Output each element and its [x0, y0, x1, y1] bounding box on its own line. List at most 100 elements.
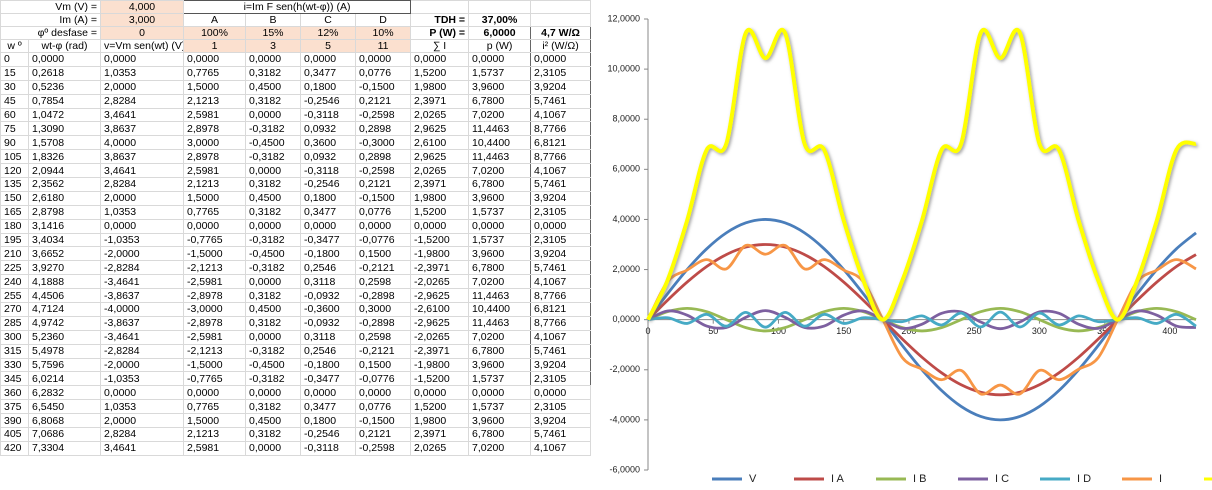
- cell: -0,3477: [300, 371, 356, 387]
- cell: 405: [0, 427, 29, 442]
- legend-label: I C: [995, 473, 1009, 485]
- cell: -0,1500: [354, 413, 412, 429]
- cell: 6,5450: [28, 399, 101, 415]
- cell: 0,2121: [354, 427, 412, 442]
- cell: -1,5000: [183, 357, 246, 373]
- cell: -0,3182: [245, 121, 301, 137]
- row: φº desfase = 0 100% 15% 12% 10% P (W) = 6,0000 4…: [0, 26, 592, 40]
- row: 390 6,8068 2,0000 1,5000 0,4500 0,1800 -0,1500…: [0, 413, 592, 429]
- cell: 0,0000: [100, 218, 184, 234]
- cell: 3,4641: [100, 440, 184, 456]
- row: 135 2,3562 2,8284 2,1213 0,3182 -0,2546 0,2121…: [0, 177, 592, 192]
- cell: -0,3182: [245, 260, 301, 276]
- row: 165 2,8798 1,0353 0,7765 0,3182 0,3477 0,0776 1…: [0, 204, 592, 220]
- cell: 0,0000: [300, 385, 356, 401]
- row: 105 1,8326 3,8637 2,8978 -0,3182 0,0932 0,2898…: [0, 149, 592, 165]
- cell: 105: [0, 149, 29, 165]
- cell: 0,0000: [245, 52, 301, 67]
- cell: 4,1067: [530, 440, 592, 456]
- cell: 8,7766: [530, 149, 592, 165]
- cell: 15%: [245, 26, 301, 40]
- cell: 2,3971: [410, 427, 470, 442]
- cell: 0,1500: [354, 246, 412, 262]
- cell: 0,7765: [183, 399, 246, 415]
- cell: -0,3118: [300, 440, 356, 456]
- y-tick-label: 0,0000: [612, 314, 640, 324]
- cell: 5,7461: [530, 343, 592, 359]
- series-line: [647, 243, 1197, 397]
- cell: 2,0000: [100, 413, 184, 429]
- cell: 0,0000: [410, 52, 470, 67]
- cell: 4,1888: [28, 274, 101, 290]
- row: 60 1,0472 3,4641 2,5981 0,0000 -0,3118 -0,2598…: [0, 107, 592, 123]
- x-tick-label: 50: [708, 326, 718, 336]
- cell: 0,3182: [245, 177, 301, 192]
- cell: 2,9625: [410, 149, 470, 165]
- row: 0 0,0000 0,0000 0,0000 0,0000 0,0000 0,0000 0,0…: [0, 52, 592, 67]
- cell: 0,0000: [468, 52, 532, 67]
- cell: 5: [300, 39, 356, 53]
- cell: 0,0000: [245, 385, 301, 401]
- cell: -2,1213: [183, 343, 246, 359]
- cell: [410, 0, 470, 14]
- row: 195 3,4034 -1,0353 -0,7765 -0,3182 -0,3477 -0,…: [0, 232, 592, 248]
- cell: 0,0000: [468, 385, 532, 401]
- cell: -0,1500: [354, 79, 412, 95]
- cell: 4,1067: [530, 163, 592, 179]
- cell: 0,2898: [354, 149, 412, 165]
- cell: 1,9800: [410, 413, 470, 429]
- cell: 1,5737: [468, 399, 532, 415]
- row: 345 6,0214 -1,0353 -0,7765 -0,3182 -0,3477 -0,…: [0, 371, 592, 387]
- cell: 1,5708: [28, 135, 101, 151]
- row: 405 7,0686 2,8284 2,1213 0,3182 -0,2546 0,2121…: [0, 427, 592, 442]
- cell: 2,8284: [100, 177, 184, 192]
- cell: 375: [0, 399, 29, 415]
- cell: i² (W/Ω): [530, 39, 592, 53]
- cell: 0,0000: [245, 274, 301, 290]
- cell: -3,4641: [100, 329, 184, 345]
- row: 315 5,4978 -2,8284 -2,1213 -0,3182 0,2546 -0,2…: [0, 343, 592, 359]
- cell: 0,0000: [245, 163, 301, 179]
- cell: 120: [0, 163, 29, 179]
- legend-label: V: [749, 473, 757, 485]
- cell: 3,4034: [28, 232, 101, 248]
- cell: 0,0000: [530, 385, 592, 401]
- cell: -1,9800: [410, 357, 470, 373]
- cell: -0,4500: [245, 357, 301, 373]
- cell: 0,0000: [245, 329, 301, 345]
- cell: 6,7800: [468, 177, 532, 192]
- cell: 0,5236: [28, 79, 101, 95]
- cell: 0,3477: [300, 65, 356, 81]
- cell: 2,1213: [183, 93, 246, 109]
- cell: 3: [245, 39, 301, 53]
- cell: 3,4641: [100, 107, 184, 123]
- cell: 0,1800: [300, 79, 356, 95]
- cell: 10,4400: [468, 135, 532, 151]
- cell: 0,3182: [245, 399, 301, 415]
- cell: 2,6100: [410, 135, 470, 151]
- cell: B: [245, 13, 301, 27]
- cell: 2,8284: [100, 93, 184, 109]
- cell: 2,3105: [530, 65, 592, 81]
- cell: -3,0000: [183, 302, 246, 317]
- cell: 2,0000: [100, 79, 184, 95]
- cell: 225: [0, 260, 29, 276]
- cell: 75: [0, 121, 29, 137]
- cell: 2,0000: [100, 190, 184, 206]
- cell: 3,8637: [100, 149, 184, 165]
- cell: 0,2598: [354, 329, 412, 345]
- cell: 1,5737: [468, 232, 532, 248]
- cell: 0,0000: [183, 218, 246, 234]
- cell: 11,4463: [468, 149, 532, 165]
- row: Im (A) = 3,000 A B C D TDH = 37,00%: [0, 13, 592, 27]
- cell: 60: [0, 107, 29, 123]
- cell: 2,0265: [410, 440, 470, 456]
- cell: -0,2121: [354, 343, 412, 359]
- cell: TDH =: [410, 13, 470, 27]
- cell: 1,5000: [183, 190, 246, 206]
- y-tick-label: 10,0000: [607, 63, 640, 73]
- cell: 11,4463: [468, 288, 532, 304]
- cell: 5,7461: [530, 177, 592, 192]
- cell: φº desfase =: [0, 26, 101, 40]
